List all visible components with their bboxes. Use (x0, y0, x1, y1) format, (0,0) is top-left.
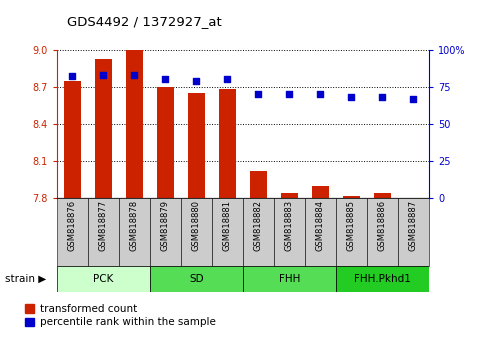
Text: SD: SD (189, 274, 204, 284)
Point (68, 74, 76, 79)
Text: GSM818881: GSM818881 (223, 200, 232, 251)
Text: GSM818878: GSM818878 (130, 200, 139, 251)
Point (285, 91, 293, 97)
Text: PCK: PCK (93, 274, 113, 284)
Bar (57, 266, 150, 292)
Text: FHH: FHH (279, 274, 300, 284)
Text: GSM818882: GSM818882 (254, 200, 263, 251)
Bar (119, 198, 150, 266)
Text: GSM818877: GSM818877 (99, 200, 108, 251)
Point (254, 91, 262, 97)
Bar (150, 198, 181, 266)
Bar (219, 89, 236, 198)
Point (161, 76, 169, 82)
Text: GSM818887: GSM818887 (409, 200, 418, 251)
Legend: transformed count, percentile rank within the sample: transformed count, percentile rank withi… (25, 304, 215, 327)
Bar (305, 198, 336, 266)
Bar (336, 266, 429, 292)
Bar (336, 198, 367, 266)
Bar (367, 198, 398, 266)
Text: GSM818880: GSM818880 (192, 200, 201, 251)
Bar (126, 50, 143, 198)
Bar (343, 196, 360, 198)
Text: GSM818883: GSM818883 (285, 200, 294, 251)
Bar (274, 198, 305, 266)
Point (130, 72, 138, 78)
Text: GSM818876: GSM818876 (68, 200, 77, 251)
Bar (243, 266, 336, 292)
Point (317, 91, 324, 97)
Bar (181, 198, 212, 266)
Text: GSM818884: GSM818884 (316, 200, 325, 251)
Bar (150, 266, 243, 292)
Bar (281, 193, 298, 198)
Bar (88, 198, 119, 266)
Bar (374, 193, 391, 198)
Bar (243, 198, 274, 266)
Text: GSM818879: GSM818879 (161, 200, 170, 251)
Bar (157, 87, 174, 198)
Point (99, 72, 107, 78)
Text: GDS4492 / 1372927_at: GDS4492 / 1372927_at (67, 15, 221, 28)
Text: GSM818885: GSM818885 (347, 200, 356, 251)
Point (410, 96, 418, 102)
Bar (57, 198, 88, 266)
Point (379, 94, 387, 100)
Bar (95, 59, 112, 198)
Bar (250, 171, 267, 198)
Point (192, 78, 200, 84)
Bar (212, 198, 243, 266)
Bar (64, 80, 81, 198)
Bar (312, 186, 329, 198)
Text: strain ▶: strain ▶ (5, 274, 46, 284)
Text: FHH.Pkhd1: FHH.Pkhd1 (354, 274, 411, 284)
Text: GSM818886: GSM818886 (378, 200, 387, 251)
Point (223, 76, 231, 82)
Bar (188, 93, 205, 198)
Point (348, 94, 355, 100)
Bar (398, 198, 429, 266)
